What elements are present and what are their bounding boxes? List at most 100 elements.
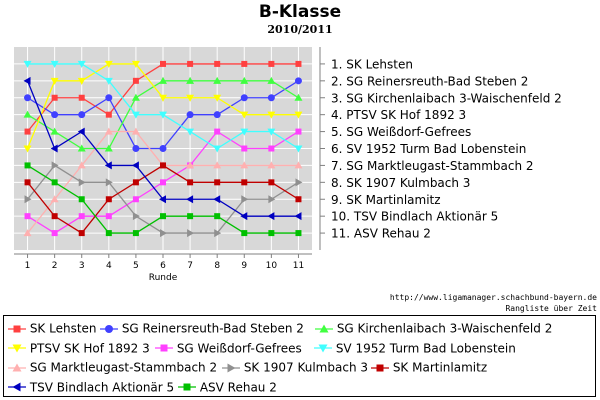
x-tick-label: 4: [106, 261, 112, 271]
data-point: [214, 213, 221, 220]
data-point: [131, 161, 139, 170]
data-point: [78, 230, 85, 237]
data-point: [160, 162, 166, 169]
data-point: [77, 60, 86, 68]
data-point: [104, 144, 113, 152]
data-point: [267, 212, 275, 221]
data-point: [50, 60, 59, 68]
data-point: [51, 111, 59, 119]
data-point: [78, 178, 86, 187]
data-point: [24, 195, 32, 204]
data-point: [294, 212, 302, 221]
data-point: [186, 111, 194, 119]
data-point: [241, 60, 248, 67]
legend-entry: TSV Bindlach Aktionär 5: [8, 378, 174, 397]
data-point: [23, 76, 31, 85]
data-point: [240, 76, 249, 84]
legend-label: SG Kirchenlaibach 3-Waischenfeld 2: [333, 321, 553, 336]
data-point: [294, 145, 303, 153]
y-tick-label: 11. ASV Rehau 2: [331, 227, 431, 241]
legend-swatch-icon: [371, 364, 389, 371]
data-point: [294, 77, 302, 85]
source-url[interactable]: http://www.ligamanager.schachbund-bayern…: [389, 293, 597, 302]
legend-label: ASV Rehau 2: [196, 380, 277, 394]
data-point: [131, 127, 140, 135]
data-point: [213, 111, 221, 119]
data-point: [105, 111, 112, 118]
data-point: [50, 77, 59, 85]
legend-swatch-marker: [105, 324, 113, 333]
data-point: [187, 213, 194, 220]
rank-line-chart: 1 2 3 4 5 6 7 8 9 10 11 Runde 1. SK Lehsten 2. SG Rei…: [14, 47, 562, 283]
data-point: [131, 93, 140, 101]
data-point: [159, 111, 167, 119]
legend-entry: SG Kirchenlaibach 3-Waischenfeld 2: [315, 319, 552, 338]
data-point: [23, 60, 32, 68]
data-point: [240, 111, 249, 119]
data-point: [104, 127, 113, 135]
x-tick-label: 7: [187, 261, 193, 271]
data-point: [104, 77, 113, 85]
data-point: [295, 196, 302, 203]
data-point: [187, 60, 194, 67]
legend-label: SK Lehsten: [26, 321, 97, 336]
x-tick-label: 10: [266, 261, 278, 271]
data-point: [51, 94, 58, 101]
data-point: [268, 179, 275, 186]
x-tick-label: 8: [214, 261, 220, 271]
data-point: [159, 76, 167, 84]
legend-swatch-marker: [12, 344, 22, 353]
legend-swatch-marker: [12, 363, 22, 371]
data-point: [267, 76, 276, 84]
legend-label: SK 1907 Kulmbach 3: [240, 360, 368, 375]
x-axis-label: Runde: [149, 273, 178, 283]
legend-entry: SK 1907 Kulmbach 3: [222, 358, 368, 377]
data-point: [23, 110, 32, 118]
y-tick-label: 7. SG Marktleugast-Stammbach 2: [331, 159, 534, 173]
series-group: [23, 60, 303, 153]
legend-swatch-icon: [178, 383, 196, 391]
y-tick-label: 3. SG Kirchenlaibach 3-Waischenfeld 2: [331, 91, 562, 105]
y-tick-label: 8. SK 1907 Kulmbach 3: [331, 176, 470, 190]
data-point: [241, 145, 248, 152]
legend-swatch-icon: [8, 382, 26, 392]
data-point: [241, 195, 249, 204]
y-tick-label: 10. TSV Bindlach Aktionär 5: [331, 210, 498, 224]
legend-swatch-marker: [376, 364, 384, 371]
legend-swatch-marker: [319, 324, 329, 332]
data-point: [77, 77, 86, 85]
x-tick-label: 9: [241, 261, 247, 271]
data-point: [24, 128, 31, 135]
y-tick-label: 4. PTSV SK Hof 1892 3: [331, 108, 466, 122]
legend-swatch-icon: [314, 344, 332, 353]
legend-label: SG Weißdorf-Gefrees: [173, 341, 302, 355]
data-point: [186, 76, 195, 84]
data-point: [213, 76, 222, 84]
data-point: [186, 128, 195, 136]
data-point: [105, 230, 112, 237]
data-point: [268, 195, 276, 204]
x-tick-label: 6: [160, 261, 166, 271]
source-caption: Rangliste über Zeit: [505, 304, 597, 313]
data-point: [132, 196, 139, 203]
data-point: [294, 93, 303, 101]
data-point: [295, 128, 302, 135]
data-point: [241, 179, 248, 186]
data-point: [268, 60, 275, 67]
data-point: [131, 60, 140, 68]
series-group: [24, 162, 302, 237]
data-point: [23, 229, 32, 237]
data-point: [186, 195, 194, 204]
data-point: [213, 195, 221, 204]
data-point: [159, 145, 167, 152]
data-point: [51, 230, 58, 237]
chart-legend: SK Lehsten SG Reinersreuth-Bad Steben 2 …: [3, 315, 596, 397]
series-group: [23, 76, 303, 152]
data-point: [267, 128, 276, 136]
data-point: [132, 77, 139, 84]
series-group: [24, 128, 302, 237]
legend-swatch-marker: [12, 382, 21, 392]
data-point: [51, 179, 58, 186]
data-point: [132, 212, 140, 221]
data-point: [105, 178, 113, 187]
